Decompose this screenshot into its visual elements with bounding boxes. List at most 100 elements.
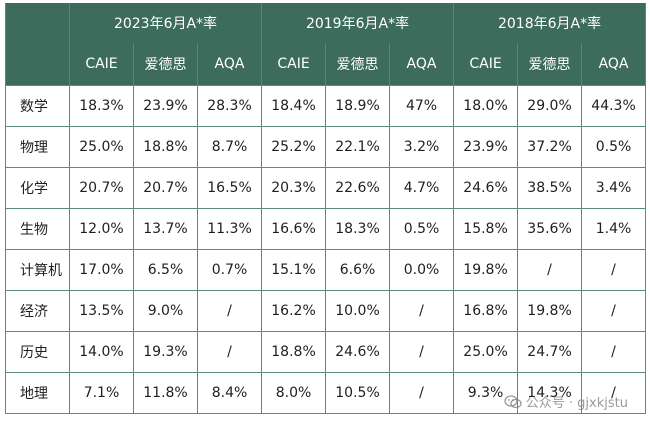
subject-cell: 经济 — [5, 290, 70, 332]
rate-cell: 18.8% — [261, 331, 327, 373]
rate-cell: 13.5% — [69, 290, 134, 332]
table-row: 数学 18.3% 23.9% 28.3% 18.4% 18.9% 47% 18.0% 29.0%… — [5, 85, 647, 127]
rate-cell: 1.4% — [581, 208, 647, 250]
rate-cell: 3.2% — [389, 126, 455, 168]
rate-cell: 8.7% — [196, 126, 263, 168]
rate-cell: 23.9% — [453, 126, 519, 168]
rate-cell: 25.0% — [453, 331, 519, 373]
rate-cell: 20.7% — [69, 167, 134, 209]
rate-cell: 18.4% — [261, 85, 327, 127]
rate-cell: / — [581, 290, 647, 332]
subject-cell: 物理 — [5, 126, 70, 168]
rate-cell: 18.3% — [69, 85, 134, 127]
board-header-row: CAIE 爱德思 AQA CAIE 爱德思 AQA CAIE 爱德思 AQA — [5, 43, 647, 86]
rate-cell: 24.6% — [453, 167, 519, 209]
rate-cell: 18.3% — [325, 208, 391, 250]
year-header-row: 2023年6月A*率 2019年6月A*率 2018年6月A*率 — [5, 3, 647, 43]
table-row: 历史 14.0% 19.3%/18.8% 24.6%/25.0% 24.7% / — [5, 331, 647, 373]
rate-cell: 19.3% — [133, 331, 198, 373]
rate-cell: 18.9% — [325, 85, 391, 127]
rate-cell: 16.5% — [196, 167, 263, 209]
subject-cell: 生物 — [5, 208, 70, 250]
rate-cell: 22.1% — [325, 126, 391, 168]
board-header-aqa: AQA — [581, 43, 647, 86]
table-row: 计算机 17.0% 6.5% 0.7% 15.1% 6.6% 0.0% 19.8% / / — [5, 249, 647, 291]
rate-cell: 25.0% — [69, 126, 134, 168]
rate-cell: 3.4% — [581, 167, 647, 209]
rate-cell: 0.5% — [389, 208, 455, 250]
corner-cell — [5, 43, 70, 86]
board-header-caie: CAIE — [261, 43, 327, 86]
table-row: 经济 13.5% 9.0%/16.2% 10.0%/16.8% 19.8% / — [5, 290, 647, 332]
rate-cell: 28.3% — [196, 85, 263, 127]
year-header-2018: 2018年6月A*率 — [453, 3, 647, 43]
table-row: 生物 12.0% 13.7% 11.3% 16.6% 18.3% 0.5% 15.8% 35.6… — [5, 208, 647, 250]
rate-cell: 11.8% — [133, 372, 198, 414]
rate-cell: 0.5% — [581, 126, 647, 168]
rate-cell: 18.0% — [453, 85, 519, 127]
year-header-2019: 2019年6月A*率 — [261, 3, 455, 43]
rate-cell: 35.6% — [517, 208, 583, 250]
year-header-2023: 2023年6月A*率 — [68, 3, 263, 43]
rate-cell: 20.3% — [261, 167, 327, 209]
rate-cell: 11.3% — [196, 208, 263, 250]
corner-cell — [5, 3, 70, 43]
table-body: 数学 18.3% 23.9% 28.3% 18.4% 18.9% 47% 18.0% 29.0%… — [5, 85, 647, 414]
subject-cell: 化学 — [5, 167, 70, 209]
rate-cell: 10.0% — [325, 290, 391, 332]
rate-cell: 23.9% — [133, 85, 198, 127]
rate-cell: 6.6% — [325, 249, 391, 291]
rate-cell: / — [517, 249, 583, 291]
rate-cell: 47% — [389, 85, 455, 127]
rate-cell: 9.0% — [133, 290, 198, 332]
rate-cell: 6.5% — [133, 249, 198, 291]
rate-cell: 14.0% — [69, 331, 134, 373]
a-star-rate-table: 2023年6月A*率 2019年6月A*率 2018年6月A*率 CAIE 爱德… — [5, 3, 647, 414]
subject-cell: 数学 — [5, 85, 70, 127]
rate-cell: 25.2% — [261, 126, 327, 168]
rate-cell: 16.6% — [261, 208, 327, 250]
rate-cell: 13.7% — [133, 208, 198, 250]
rate-cell: 22.6% — [325, 167, 391, 209]
rate-cell: 16.2% — [261, 290, 327, 332]
board-header-aqa: AQA — [196, 43, 263, 86]
rate-cell: 19.8% — [453, 249, 519, 291]
rate-cell: / — [196, 331, 263, 373]
rate-cell: / — [196, 290, 263, 332]
rate-cell: / — [581, 249, 647, 291]
subject-cell: 历史 — [5, 331, 70, 373]
rate-cell: 12.0% — [69, 208, 134, 250]
rate-cell: 38.5% — [517, 167, 583, 209]
rate-cell: 24.7% — [517, 331, 583, 373]
rate-cell: 17.0% — [69, 249, 134, 291]
rate-cell: / — [581, 331, 647, 373]
rate-cell: 24.6% — [325, 331, 391, 373]
subject-cell: 地理 — [5, 372, 70, 414]
board-header-caie: CAIE — [453, 43, 519, 86]
rate-cell: 7.1% — [69, 372, 134, 414]
table-row: 物理 25.0% 18.8% 8.7% 25.2% 22.1% 3.2% 23.9% 37.2%… — [5, 126, 647, 168]
board-header-edexcel: 爱德思 — [325, 43, 391, 86]
rate-cell: / — [581, 372, 647, 414]
rate-cell: 18.8% — [133, 126, 198, 168]
rate-cell: 4.7% — [389, 167, 455, 209]
rate-cell: 16.8% — [453, 290, 519, 332]
rate-cell: 15.1% — [261, 249, 327, 291]
board-header-caie: CAIE — [69, 43, 134, 86]
rate-cell: 0.0% — [389, 249, 455, 291]
table-row: 地理 7.1% 11.8% 8.4% 8.0% 10.5%/9.3% 14.3% / — [5, 372, 647, 414]
rate-cell: / — [389, 290, 455, 332]
rate-cell: / — [389, 331, 455, 373]
rate-cell: 37.2% — [517, 126, 583, 168]
rate-cell: 9.3% — [453, 372, 519, 414]
board-header-aqa: AQA — [389, 43, 455, 86]
rate-cell: 20.7% — [133, 167, 198, 209]
subject-cell: 计算机 — [5, 249, 70, 291]
rate-cell: 8.0% — [261, 372, 327, 414]
rate-cell: 29.0% — [517, 85, 583, 127]
rate-cell: 14.3% — [517, 372, 583, 414]
rate-cell: 19.8% — [517, 290, 583, 332]
rate-cell: 8.4% — [196, 372, 263, 414]
rate-cell: / — [389, 372, 455, 414]
